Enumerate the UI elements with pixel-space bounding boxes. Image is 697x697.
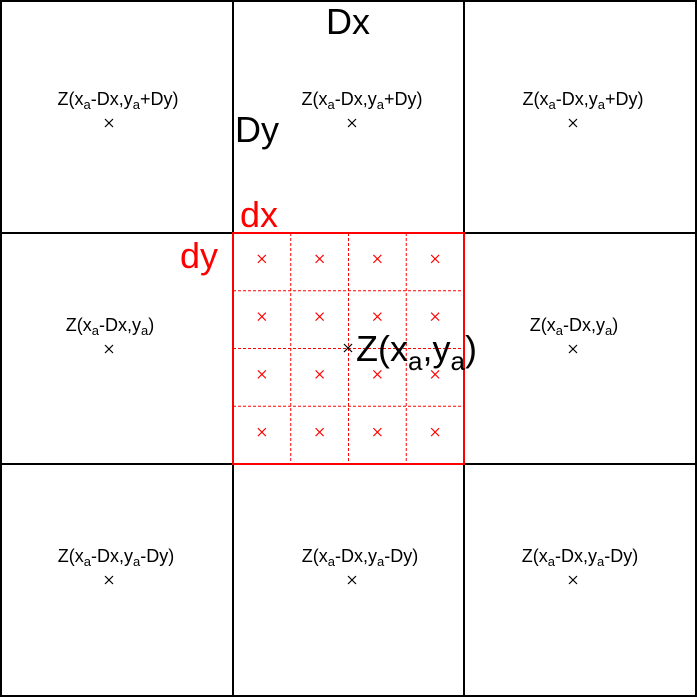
fine-x-mark-icon: [372, 312, 382, 322]
fine-x-mark-icon: [430, 254, 440, 264]
x-mark-icon: [568, 575, 578, 585]
x-mark-icon: [104, 344, 114, 354]
fine-x-mark-icon: [257, 312, 267, 322]
cell-label-middle-left: Z(xa-Dx,ya): [65, 315, 155, 338]
fine-x-mark-icon: [315, 312, 325, 322]
cell-label-bottom-center: Z(xa-Dx,ya-Dy): [301, 546, 419, 569]
fine-x-mark-icon: [257, 254, 267, 264]
fine-x-mark-icon: [315, 369, 325, 379]
fine-width-label: dx: [240, 194, 279, 235]
fine-x-mark-icon: [257, 427, 267, 437]
fine-height-label: dy: [180, 235, 219, 276]
coarse-width-label: Dx: [326, 1, 370, 42]
cell-label-bottom-right: Z(xa-Dx,ya-Dy): [521, 546, 639, 569]
fine-x-mark-icon: [257, 369, 267, 379]
center-x-mark-icon: [343, 343, 353, 353]
x-mark-icon: [104, 575, 114, 585]
x-mark-icon: [347, 575, 357, 585]
fine-x-mark-icon: [372, 427, 382, 437]
fine-x-mark-icon: [315, 254, 325, 264]
x-mark-icon: [104, 118, 114, 128]
cell-label-top-center: Z(xa-Dx,ya+Dy): [301, 89, 423, 112]
fine-x-mark-icon: [372, 369, 382, 379]
x-mark-icon: [347, 118, 357, 128]
cell-label-top-right: Z(xa-Dx,ya+Dy): [522, 89, 644, 112]
fine-x-mark-icon: [315, 427, 325, 437]
fine-x-mark-icon: [430, 427, 440, 437]
x-mark-icon: [568, 344, 578, 354]
fine-cell-border: [232, 232, 465, 465]
cell-label-top-left: Z(xa-Dx,ya+Dy): [57, 89, 179, 112]
cell-label-bottom-left: Z(xa-Dx,ya-Dy): [57, 546, 175, 569]
center-point-label: Z(xa,ya): [356, 328, 477, 376]
cell-label-middle-right: Z(xa-Dx,ya): [529, 315, 619, 338]
x-mark-icon: [568, 118, 578, 128]
coarse-height-label: Dy: [235, 109, 279, 150]
fine-x-mark-icon: [372, 254, 382, 264]
fine-x-mark-icon: [430, 369, 440, 379]
fine-x-mark-icon: [430, 312, 440, 322]
